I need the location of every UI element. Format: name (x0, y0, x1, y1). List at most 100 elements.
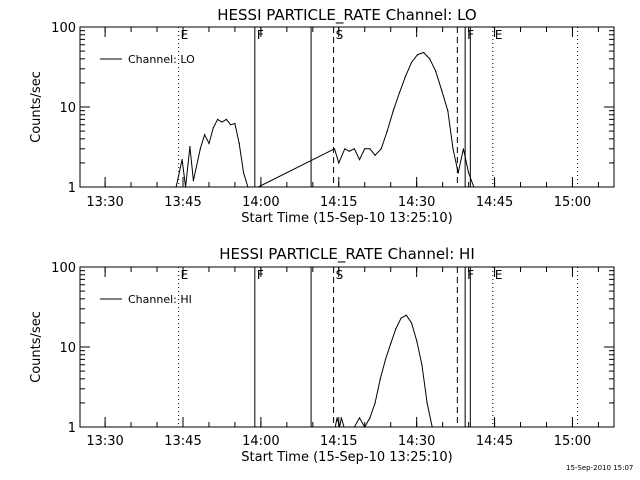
chart1-data-point (447, 110, 449, 112)
chart2-x-tick-label: 14:15 (320, 434, 357, 449)
chart1-y-tick-label: 1 (68, 181, 76, 196)
chart1-data-point (467, 172, 470, 174)
chart1-data-point (189, 145, 191, 148)
chart1-data-point (242, 172, 245, 174)
chart2-data-point (421, 364, 423, 366)
chart1-data-point (344, 148, 346, 150)
chart2-data-point (374, 402, 376, 404)
chart1-data-point (247, 186, 249, 188)
chart1-data-point (333, 148, 336, 150)
chart2-data-point (384, 358, 387, 360)
chart1-y-tick-label: 100 (51, 21, 76, 36)
chart1-data-point (457, 172, 459, 174)
chart1-data-point (452, 148, 454, 150)
chart2-marker-label: F (257, 268, 264, 282)
chart1-data-point (429, 58, 431, 60)
chart2-data-point (349, 426, 351, 428)
chart2-x-tick-label: 14:00 (242, 434, 279, 449)
chart1-marker-label: E (181, 28, 189, 42)
chart1-marker-label: S (336, 28, 344, 42)
chart1-data-point (364, 148, 366, 150)
chart1-data-point (234, 123, 236, 125)
chart2-data-point (353, 426, 355, 428)
chart2-marker-label: S (336, 268, 344, 282)
chart1-data-point (422, 51, 425, 54)
chart2-data-point (410, 322, 413, 324)
chart1-data-point (192, 180, 194, 182)
chart1-data-point (374, 154, 376, 156)
chart2-marker-label: E (495, 268, 503, 282)
chart1-data-point (369, 148, 371, 150)
chart1-plot-frame (79, 26, 615, 188)
chart2-data-point (431, 426, 433, 428)
chart1-x-tick-label: 15:00 (554, 195, 591, 210)
chart1-x-tick-label: 14:30 (398, 195, 435, 210)
chart1-data-point (257, 186, 259, 188)
chart1-data-point (238, 142, 240, 145)
chart2-data-point (358, 417, 361, 419)
chart1-x-tick-label: 13:30 (86, 195, 123, 210)
chart2-data-point (369, 417, 371, 419)
chart1-data-point (225, 118, 227, 120)
chart2-data-point (334, 426, 336, 428)
chart2-marker-label: E (181, 268, 189, 282)
chart2-x-tick-label: 15:00 (554, 434, 591, 449)
chart2-data-point (395, 327, 397, 330)
chart1-data-point (386, 130, 388, 132)
chart1-data-point (204, 134, 206, 136)
chart1-x-tick-label: 13:45 (164, 195, 201, 210)
chart1-data-point (441, 90, 443, 92)
chart2-series-line (334, 314, 433, 429)
chart1-y-tick-label: 10 (59, 101, 76, 116)
chart1-data-point (348, 150, 350, 152)
chart2-plot-frame (79, 266, 615, 428)
chart2-x-tick-label: 14:30 (398, 434, 435, 449)
chart1-series-line (175, 51, 475, 188)
chart1-data-point (338, 162, 340, 164)
chart1-data-point (416, 54, 419, 56)
chart1-marker-label: E (495, 28, 503, 42)
chart1-data-point (410, 61, 413, 64)
chart1-data-point (353, 148, 355, 150)
chart2-title: HESSI PARTICLE_RATE Channel: HI (219, 245, 475, 264)
chart1-data-point (229, 124, 232, 126)
chart2-x-tick-label: 14:45 (476, 434, 513, 449)
chart2-data-point (390, 343, 392, 345)
chart2-x-axis-label: Start Time (15-Sep-10 13:25:10) (241, 450, 452, 465)
chart1-marker-label: F (257, 28, 264, 42)
chart1-data-point (212, 127, 214, 129)
chart2-x-tick-label: 13:30 (86, 434, 123, 449)
chart2-data-point (426, 402, 428, 404)
footer-timestamp: 15-Sep-2010 15:07 (566, 464, 634, 472)
chart1-data-point (208, 142, 210, 145)
chart1-data-point (398, 92, 400, 94)
chart2-data-point (405, 314, 407, 316)
chart1-y-axis-label: Counts/sec (29, 71, 44, 143)
chart1-data-point (251, 186, 253, 188)
chart1-title: HESSI PARTICLE_RATE Channel: LO (217, 6, 476, 25)
chart2-data-point (343, 426, 345, 428)
chart2-data-point (400, 317, 402, 319)
chart2-data-point (336, 417, 338, 419)
chart2-data-point (379, 378, 381, 380)
chart2-y-tick-label: 1 (68, 421, 76, 436)
chart1-data-point (358, 159, 361, 161)
chart1-data-point (404, 75, 407, 78)
chart2-y-axis-label: Counts/sec (29, 311, 44, 383)
chart1-x-tick-label: 14:45 (476, 195, 513, 210)
chart2-data-point (340, 417, 342, 419)
chart1-legend-label: Channel: LO (128, 53, 195, 66)
chart2-y-tick-label: 10 (59, 341, 76, 356)
chart1-data-point (473, 186, 475, 188)
chart2-data-point (416, 340, 418, 342)
chart1-x-tick-label: 14:00 (242, 195, 279, 210)
chart1-data-point (217, 118, 219, 120)
chart1-data-point (181, 159, 183, 161)
chart1-data-point (462, 148, 465, 150)
chart1-data-point (221, 121, 223, 123)
chart2-x-tick-label: 13:45 (164, 434, 201, 449)
chart1-data-point (184, 186, 187, 188)
chart2-data-point (364, 426, 366, 428)
chart2-legend-label: Channel: HI (128, 293, 192, 306)
